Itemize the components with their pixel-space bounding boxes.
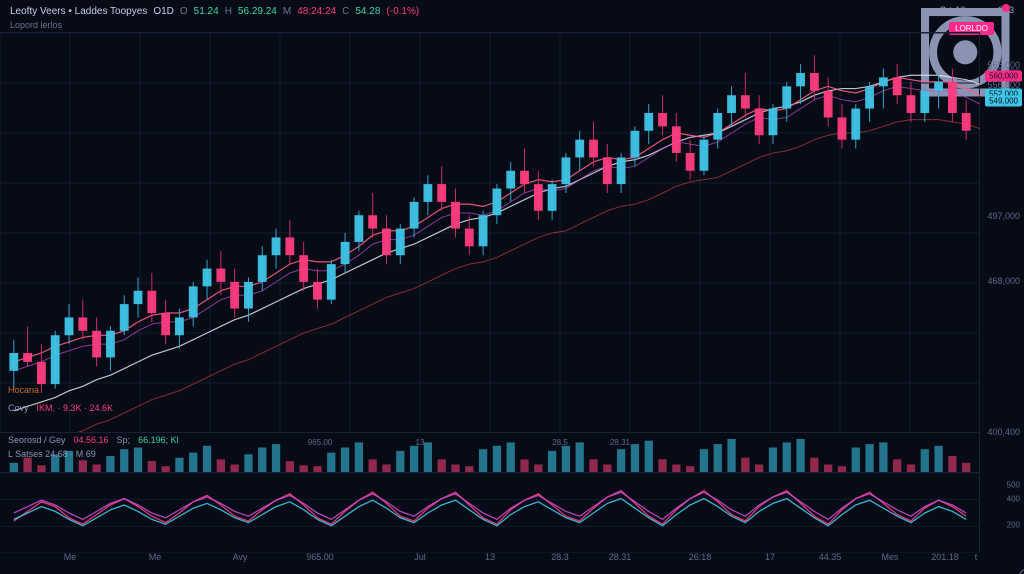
x-axis-tick: 44.35 [819, 552, 842, 562]
time-x-axis[interactable]: Me Me Avy 965.00 Jul 13 28.3 28.31 26:18 17 44.35 M… [0, 552, 980, 574]
indicator-legend-row: Covy IKM. · 9.3K · 24.6K [8, 403, 113, 413]
osc-y-tick: 400 [1007, 494, 1020, 503]
x-axis-tick: 28.3 [551, 552, 569, 562]
osc-y-tick: 500 [1007, 481, 1020, 490]
oscillator-legend-row: Seorosd / Gey 04.56.16 Sp; 66.196; Kl [8, 435, 179, 445]
x-axis-tick: Me [64, 552, 77, 562]
svg-text:13: 13 [416, 438, 425, 447]
x-axis-tick: 965.00 [306, 552, 334, 562]
alert-dot-icon[interactable] [1002, 4, 1010, 12]
interval-label[interactable]: O1D [153, 6, 174, 17]
price-chart-panel[interactable]: Hocana Covy IKM. · 9.3K · 24.6K [0, 32, 980, 432]
x-axis-tick: Me [149, 552, 162, 562]
x-axis-tick: 28.31 [609, 552, 632, 562]
y-axis-tick: 497,000 [987, 211, 1020, 221]
oscillator-y-axis[interactable]: 500 400 200 [980, 472, 1024, 552]
symbol-name[interactable]: Leofty Veers • Laddes Toopyes [10, 6, 147, 17]
x-axis-tick: 201.18 [931, 552, 959, 562]
oscillator-panel[interactable] [0, 472, 980, 552]
indicator-legend-row-2: L Satses 24.68 · M 69 [8, 449, 96, 459]
y-axis-tick: 565,000 [987, 60, 1020, 70]
x-axis-tick: t [975, 552, 978, 562]
x-axis-tick: Avy [233, 552, 248, 562]
toolbar: Ort.A0 Ol.3 [917, 4, 1014, 16]
x-axis-tick: 17 [765, 552, 775, 562]
symbol-subtitle: Lopord lerlos [10, 20, 62, 30]
volume-y-axis[interactable] [980, 432, 1024, 472]
trading-chart-app: Leofty Veers • Laddes Toopyes O1D O51.24… [0, 0, 1024, 574]
svg-text:965.00: 965.00 [308, 438, 333, 447]
svg-text:28.5: 28.5 [552, 438, 568, 447]
y-axis-tick: 556,800 [987, 80, 1020, 90]
x-axis-tick: 13 [485, 552, 495, 562]
osc-y-tick: 200 [1007, 521, 1020, 530]
y-axis-tick: 549,000 [985, 95, 1022, 106]
svg-text:28.31: 28.31 [610, 438, 631, 447]
y-axis-tick: 468,000 [987, 276, 1020, 286]
volume-panel[interactable]: 965.00 13 28.5 28.31 Seorosd / Gey 04.56.16… [0, 432, 980, 472]
watermark-label: Hocana [8, 385, 39, 395]
chart-header: Leofty Veers • Laddes Toopyes O1D O51.24… [10, 6, 419, 17]
x-axis-tick: Mes [881, 552, 898, 562]
ohlc-readout: O51.24 H56.29.24 M48:24:24 C54.28 (-0.1%… [180, 6, 419, 17]
price-y-axis[interactable]: 562,000560,000565,000552,000549,000556,8… [980, 32, 1024, 432]
x-axis-tick: Jul [414, 552, 426, 562]
fullscreen-icon[interactable] [975, 4, 987, 16]
x-axis-tick: 26:18 [689, 552, 712, 562]
